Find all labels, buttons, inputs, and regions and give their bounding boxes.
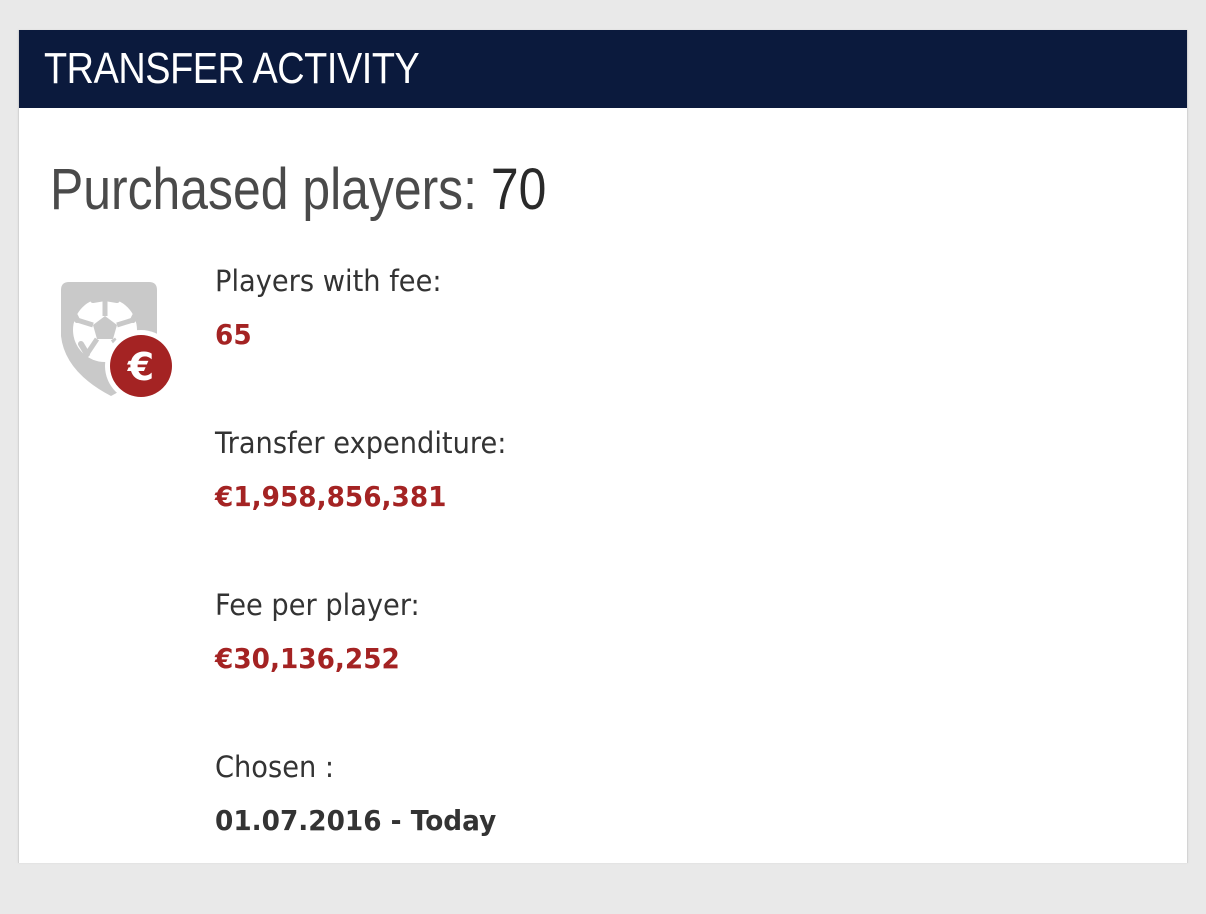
- euro-glyph: €: [127, 345, 154, 389]
- stat-value: 01.07.2016 - Today: [215, 804, 497, 837]
- stat-value: €30,136,252: [215, 642, 400, 675]
- stat-label: Chosen :: [215, 750, 335, 784]
- card-title: TRANSFER ACTIVITY: [44, 44, 420, 93]
- stat-transfer-expenditure: Transfer expenditure: €1,958,856,381: [215, 428, 525, 590]
- stat-chosen-period: Chosen : 01.07.2016 - Today: [215, 752, 525, 914]
- stat-fee-per-player: Fee per player: €30,136,252: [215, 590, 525, 752]
- transfer-activity-card: TRANSFER ACTIVITY Purchased players: 70 …: [18, 30, 1188, 863]
- purchased-players-label: Purchased players:: [50, 157, 491, 222]
- stat-value: €1,958,856,381: [215, 480, 447, 513]
- purchased-players-summary: Purchased players: 70: [50, 156, 546, 223]
- transfer-stats-list: Players with fee: 65 Transfer expenditur…: [215, 266, 525, 914]
- stat-label: Transfer expenditure:: [215, 426, 507, 460]
- purchased-players-count: 70: [490, 157, 547, 222]
- stat-value: 65: [215, 318, 252, 351]
- card-header: TRANSFER ACTIVITY: [19, 30, 1187, 108]
- stat-label: Fee per player:: [215, 588, 420, 622]
- stat-label: Players with fee:: [215, 264, 442, 298]
- shield-ball-euro-icon: €: [53, 274, 179, 402]
- stat-players-with-fee: Players with fee: 65: [215, 266, 525, 428]
